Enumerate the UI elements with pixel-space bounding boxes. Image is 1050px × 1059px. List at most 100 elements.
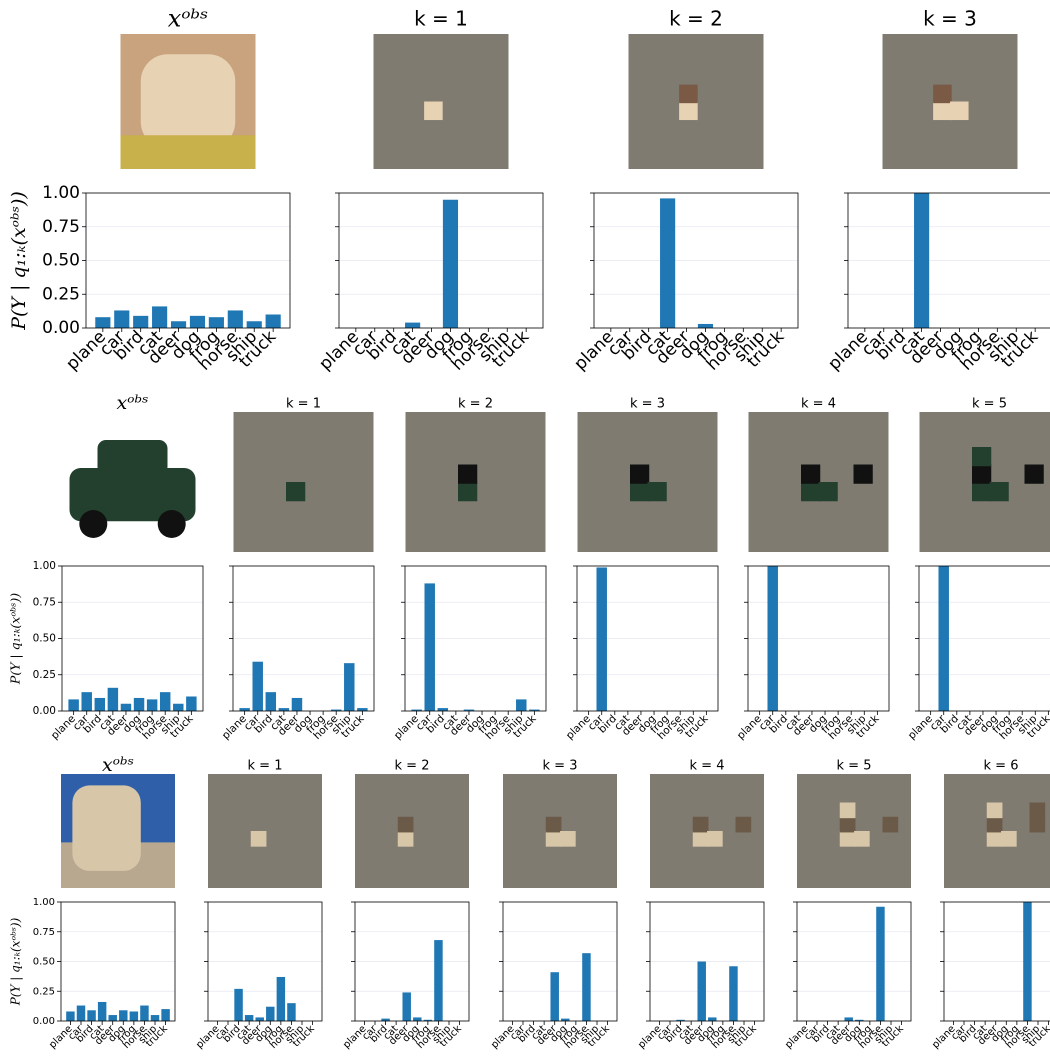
chart-title: k = 1 bbox=[286, 397, 321, 412]
bar bbox=[287, 1003, 296, 1021]
image-patch bbox=[458, 482, 478, 502]
y-tick-label: 0.25 bbox=[42, 284, 80, 304]
bar bbox=[402, 992, 411, 1021]
chart-title: xᵒᵇˢ bbox=[116, 392, 148, 414]
plot-frame bbox=[338, 192, 544, 329]
chart-title: k = 2 bbox=[458, 397, 493, 412]
bar bbox=[129, 1011, 139, 1021]
bar bbox=[244, 1015, 254, 1021]
plot-frame bbox=[232, 565, 375, 712]
plot-frame bbox=[576, 565, 719, 712]
bar bbox=[265, 314, 281, 328]
chart-title: k = 3 bbox=[923, 7, 977, 31]
image-patch bbox=[839, 831, 856, 847]
bar bbox=[357, 708, 368, 711]
plot-frame bbox=[593, 192, 799, 329]
image-patch bbox=[1001, 831, 1017, 847]
y-tick-label: 1.00 bbox=[33, 897, 55, 908]
plot-frame bbox=[847, 192, 1050, 329]
image-patch bbox=[933, 84, 952, 104]
y-tick-label: 0.00 bbox=[33, 1016, 55, 1027]
image-part bbox=[79, 510, 108, 538]
image-patch bbox=[250, 831, 267, 847]
bar bbox=[697, 961, 706, 1021]
bar bbox=[344, 663, 355, 711]
plot-frame bbox=[207, 901, 323, 1022]
bar bbox=[434, 940, 443, 1021]
bar bbox=[424, 583, 435, 711]
image-patch bbox=[882, 816, 899, 833]
bar bbox=[330, 709, 342, 711]
y-tick-label: 0.75 bbox=[33, 596, 56, 608]
bar bbox=[208, 317, 224, 328]
bar bbox=[119, 1010, 128, 1021]
y-tick-label: 0.50 bbox=[42, 251, 80, 271]
plot-frame bbox=[61, 565, 204, 712]
bar bbox=[582, 953, 591, 1021]
image-patch bbox=[397, 816, 414, 833]
bar bbox=[266, 1006, 275, 1021]
bar bbox=[108, 1015, 117, 1021]
image-patch bbox=[458, 464, 478, 484]
bar bbox=[405, 322, 421, 328]
image-part bbox=[69, 468, 196, 522]
image-part bbox=[97, 440, 168, 475]
chart-title: k = 1 bbox=[248, 759, 283, 774]
chart-title: k = 5 bbox=[972, 397, 1007, 412]
bar bbox=[76, 1005, 86, 1021]
bar bbox=[437, 708, 449, 711]
image-patch bbox=[854, 831, 870, 847]
image-patch bbox=[545, 816, 562, 833]
bar bbox=[596, 567, 607, 711]
bar bbox=[561, 1018, 570, 1021]
plot-frame bbox=[354, 901, 470, 1022]
bar bbox=[87, 1010, 96, 1021]
chart-title: k = 4 bbox=[801, 397, 836, 412]
y-axis-label: P(Y | q₁:ₖ(xᵒᵇˢ)) bbox=[8, 191, 30, 331]
y-tick-label: 1.00 bbox=[42, 183, 80, 203]
bar bbox=[239, 708, 250, 711]
bar bbox=[252, 661, 263, 711]
bar bbox=[68, 699, 79, 711]
plot-frame bbox=[60, 901, 176, 1022]
image-patch bbox=[972, 447, 992, 467]
bar bbox=[697, 323, 714, 328]
bar bbox=[938, 566, 949, 711]
chart-title: k = 6 bbox=[984, 759, 1019, 774]
image-patch bbox=[679, 84, 698, 104]
bar bbox=[423, 1019, 433, 1021]
bar bbox=[855, 1019, 864, 1021]
y-tick-label: 0.00 bbox=[42, 318, 80, 338]
plot-frame bbox=[85, 192, 291, 329]
bar bbox=[146, 699, 158, 711]
y-tick-label: 1.00 bbox=[33, 560, 56, 572]
bar bbox=[120, 703, 132, 711]
chart-title: k = 3 bbox=[630, 397, 665, 412]
image-patch bbox=[972, 464, 992, 484]
bar bbox=[729, 966, 738, 1021]
image-patch bbox=[933, 101, 952, 121]
image-patch bbox=[679, 101, 698, 121]
bar bbox=[876, 906, 885, 1021]
bar bbox=[442, 199, 459, 328]
image-patch bbox=[735, 816, 752, 833]
image-patch bbox=[986, 831, 1003, 847]
y-axis-label: P(Y | q₁:ₖ(xᵒᵇˢ)) bbox=[8, 593, 23, 685]
bar bbox=[107, 687, 119, 711]
image-patch bbox=[801, 482, 821, 502]
chart-title: k = 3 bbox=[543, 759, 578, 774]
image-patch bbox=[986, 802, 1003, 819]
chart-title: k = 4 bbox=[690, 759, 725, 774]
bar bbox=[161, 1009, 170, 1021]
bar bbox=[133, 315, 149, 328]
image-patch bbox=[989, 482, 1009, 502]
bar bbox=[914, 193, 930, 328]
image-patch bbox=[397, 831, 414, 847]
plot-frame bbox=[796, 901, 912, 1022]
bar bbox=[413, 1017, 422, 1021]
chart-title: xᵒᵇˢ bbox=[168, 5, 208, 33]
image-patch bbox=[839, 816, 856, 833]
bar bbox=[97, 1001, 107, 1021]
image-patch bbox=[1029, 802, 1046, 819]
